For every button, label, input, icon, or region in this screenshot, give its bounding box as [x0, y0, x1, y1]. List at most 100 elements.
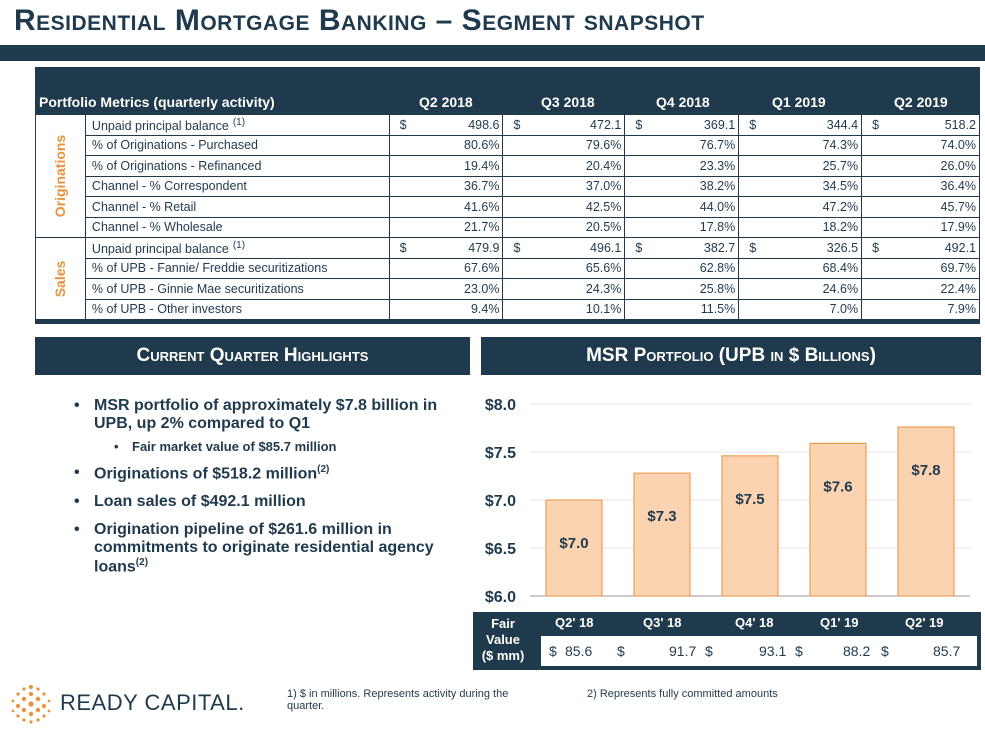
y-tick-label: $7.5: [485, 445, 516, 462]
row-label: Channel - % Retail: [84, 196, 390, 218]
highlight-item: Originations of $518.2 million(2): [72, 464, 467, 483]
metric-value: 22.4%: [861, 278, 980, 300]
metric-value: 36.7%: [388, 175, 504, 197]
metrics-grid: Originations Unpaid principal balance (1) $…: [35, 114, 980, 320]
title-rule: [0, 45, 985, 61]
metric-value: $326.5: [738, 237, 863, 259]
metric-value: 74.0%: [861, 134, 980, 156]
msr-bar: [633, 472, 691, 597]
metric-value: 10.1%: [502, 298, 626, 320]
metric-value: 76.7%: [624, 134, 740, 156]
metric-value: 44.0%: [624, 196, 740, 218]
metric-value: 74.3%: [738, 134, 863, 156]
metric-value: 9.4%: [388, 298, 504, 320]
metric-value: $472.1: [502, 114, 626, 136]
metric-value: $382.7: [624, 237, 740, 259]
ready-capital-logo-icon: [11, 685, 51, 724]
fv-quarter: Q2' 18: [555, 615, 594, 630]
row-label: % of Originations - Purchased: [84, 134, 390, 156]
segment-label: Originations: [35, 114, 86, 238]
metrics-row: % of UPB - Fannie/ Freddie securitizatio…: [36, 257, 980, 279]
metric-value: 23.0%: [388, 278, 504, 300]
metric-value: 20.4%: [502, 155, 626, 177]
fv-value: 88.2: [843, 643, 871, 659]
metric-value: 25.7%: [738, 155, 863, 177]
metrics-row: Channel - % Retail 41.6% 42.5% 44.0% 47.2% 45…: [36, 196, 980, 218]
quarter-header: Q2 2018: [419, 94, 473, 110]
highlights-heading: Current Quarter Highlights: [35, 337, 470, 375]
y-tick-label: $7.0: [485, 493, 516, 510]
y-tick-label: $8.0: [485, 397, 516, 414]
footnote-2: 2) Represents fully committed amounts: [587, 688, 778, 700]
bar-data-label: $7.0: [559, 535, 588, 552]
metrics-row: % of Originations - Refinanced 19.4% 20.4%…: [36, 155, 980, 177]
metric-value: 36.4%: [861, 175, 980, 197]
quarter-header: Q1 2019: [772, 94, 826, 110]
bar-data-label: $7.3: [647, 508, 676, 525]
metric-value: 17.8%: [624, 216, 740, 238]
metric-value: 21.7%: [388, 216, 504, 238]
metrics-header-label: Portfolio Metrics (quarterly activity): [39, 94, 275, 110]
metric-value: $498.6: [388, 114, 504, 136]
row-label: Unpaid principal balance (1): [84, 114, 390, 136]
metrics-row: % of UPB - Ginnie Mae securitizations 23.…: [36, 278, 980, 300]
bar-data-label: $7.6: [823, 478, 852, 495]
row-label: Channel - % Wholesale: [84, 216, 390, 238]
row-label: Unpaid principal balance (1): [84, 237, 390, 259]
metric-value: $496.1: [502, 237, 626, 259]
fair-value-table: Fair Value ($ mm) Q2' 18 Q3' 18 Q4' 18 Q…: [473, 612, 981, 670]
metrics-row: % of Originations - Purchased 80.6% 79.6% 7…: [36, 134, 980, 156]
metric-value: 26.0%: [861, 155, 980, 177]
metric-value: 47.2%: [738, 196, 863, 218]
fair-value-label: Fair Value ($ mm): [481, 616, 525, 663]
highlight-item: MSR portfolio of approximately $7.8 bill…: [72, 397, 467, 433]
y-tick-label: $6.5: [485, 541, 516, 558]
fv-value: 85.6: [565, 643, 593, 659]
row-label: % of UPB - Fannie/ Freddie securitizatio…: [84, 257, 390, 279]
msr-bar: [809, 442, 867, 597]
quarter-header: Q2 2019: [894, 94, 948, 110]
fv-value: 93.1: [759, 643, 787, 659]
metrics-header: Portfolio Metrics (quarterly activity) Q…: [35, 91, 980, 113]
row-label: Channel - % Correspondent: [84, 175, 390, 197]
metric-value: 19.4%: [388, 155, 504, 177]
row-label: % of UPB - Ginnie Mae securitizations: [84, 278, 390, 300]
highlight-item: Loan sales of $492.1 million: [72, 493, 467, 511]
metric-value: 7.0%: [738, 298, 863, 320]
bar-data-label: $7.8: [911, 462, 940, 479]
metrics-row: Sales Unpaid principal balance (1) $479.9 $4…: [35, 237, 980, 320]
metrics-row: Channel - % Wholesale 21.7% 20.5% 17.8% 18.2…: [36, 216, 980, 238]
logo-text: READY CAPITAL.: [60, 690, 245, 715]
segment-label: Sales: [35, 237, 86, 320]
highlight-item: Origination pipeline of $261.6 million i…: [72, 521, 467, 576]
metrics-row: Originations Unpaid principal balance (1) $…: [35, 114, 980, 238]
metric-value: 42.5%: [502, 196, 626, 218]
fair-value-row: $85.6 $91.7 $93.1 $88.2 $85.7: [541, 636, 977, 666]
bar-data-label: $7.5: [735, 491, 764, 508]
fv-value: 91.7: [669, 643, 697, 659]
metric-value: 18.2%: [738, 216, 863, 238]
quarter-header: Q3 2018: [541, 94, 595, 110]
highlights-list: MSR portfolio of approximately $7.8 bill…: [72, 397, 467, 587]
metric-value: $492.1: [861, 237, 980, 259]
metric-value: 20.5%: [502, 216, 626, 238]
fv-quarter: Q4' 18: [735, 615, 774, 630]
metric-value: 69.7%: [861, 257, 980, 279]
metric-value: 24.6%: [738, 278, 863, 300]
metric-value: 34.5%: [738, 175, 863, 197]
metric-value: $518.2: [861, 114, 980, 136]
metric-value: 67.6%: [388, 257, 504, 279]
metric-value: $344.4: [738, 114, 863, 136]
metric-value: 7.9%: [861, 298, 980, 320]
metric-value: $369.1: [624, 114, 740, 136]
metric-value: $479.9: [388, 237, 504, 259]
fv-quarter: Q3' 18: [643, 615, 682, 630]
fv-value: 85.7: [933, 643, 961, 659]
fv-quarter: Q2' 19: [905, 615, 944, 630]
row-label: % of UPB - Other investors: [84, 298, 390, 320]
metric-value: 11.5%: [624, 298, 740, 320]
msr-bar: [897, 426, 955, 597]
msr-bar: [721, 455, 779, 597]
msr-bar: [545, 499, 603, 597]
metric-value: 24.3%: [502, 278, 626, 300]
